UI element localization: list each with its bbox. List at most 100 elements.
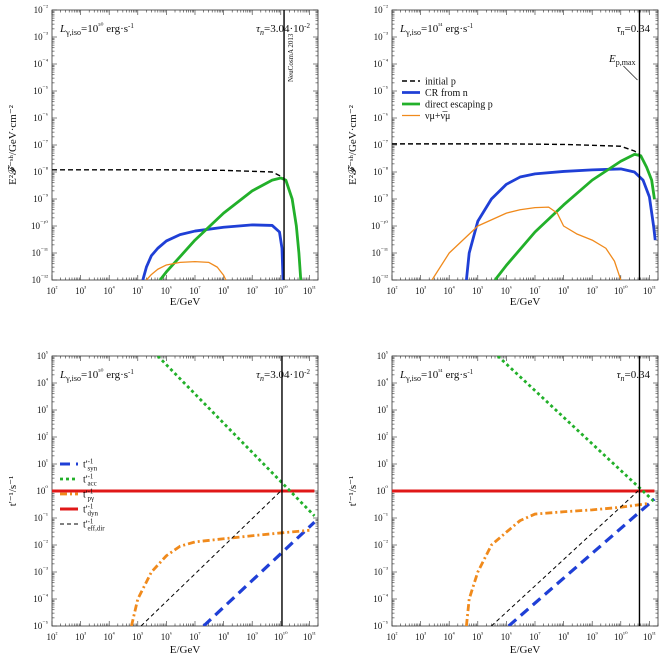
y-tick-label: 10³ [377, 404, 388, 415]
chart-panel-bottom-left: 10² 10³ 10⁴ 10⁵ 10⁶ 10⁷ 10⁸ 10⁹ 10¹⁰ 10¹¹ 10⁻⁵ 10⁻⁴… [7, 350, 319, 656]
legend-label-t-dyn: t'-1 dyn [83, 503, 98, 518]
x-tick-label: 10⁹ [587, 285, 599, 296]
x-tick-label: 10² [47, 285, 58, 296]
y-tick-label: 10⁻⁵ [33, 85, 48, 96]
x-axis-title: E/GeV [170, 296, 201, 308]
y-tick-label: 10⁻¹ [374, 512, 388, 523]
series-line-t-eff [140, 490, 282, 626]
y-tick-label: 10⁻⁷ [33, 139, 48, 150]
x-tick-label: 10⁷ [529, 631, 540, 642]
series-line-direct-escaping-p [158, 176, 303, 280]
legend-label-t-acc: t'-1 acc [83, 473, 97, 488]
x-tick-label: 10¹⁰ [614, 631, 628, 642]
tau-annotation: τn=0.34 [617, 369, 651, 383]
x-tick-label: 10⁵ [472, 631, 483, 642]
x-axis-title: E/GeV [170, 644, 201, 656]
y-tick-label: 10¹ [37, 458, 48, 469]
y-tick-label: 10³ [37, 404, 48, 415]
tau-annotation: τn=3.04·10-2 [256, 368, 310, 383]
x-tick-label: 10¹¹ [643, 631, 656, 642]
y-tick-label: 10⁻³ [34, 566, 48, 577]
legend-label-t-syn: t'-1 syn [83, 458, 98, 473]
y-tick-label: 10⁻² [374, 539, 388, 550]
y-tick-label: 10⁴ [377, 377, 389, 388]
x-tick-label: 10⁴ [444, 285, 456, 296]
x-tick-label: 10⁶ [501, 285, 512, 296]
series-line-initial-p [392, 143, 656, 200]
plot-frame [51, 9, 319, 281]
x-tick-label: 10⁹ [247, 285, 259, 296]
vertical-line-label: Ep,max [608, 53, 636, 67]
y-tick-label: 10⁻⁵ [33, 620, 48, 631]
x-tick-label: 10⁸ [218, 285, 230, 296]
y-tick-label: 10⁻⁸ [33, 166, 48, 177]
luminosity-annotation: Lγ,iso=10⁵¹ erg·s-1 [399, 22, 474, 37]
x-tick-label: 10³ [415, 631, 426, 642]
series-line-cr-from-n [141, 223, 285, 280]
series-line-t-pgamma [465, 501, 650, 626]
y-tick-label: 10⁻⁶ [373, 112, 388, 123]
x-tick-label: 10⁵ [132, 631, 143, 642]
y-tick-label: 10² [37, 431, 48, 442]
y-axis-title: E²𝓕⁻ˢʰ/GeV·cm⁻² [7, 104, 19, 185]
x-tick-label: 10¹¹ [643, 285, 656, 296]
series-group [392, 356, 656, 626]
y-tick-label: 10⁻⁷ [373, 139, 388, 150]
y-tick-label: 10⁵ [37, 350, 48, 361]
y-tick-label: 10⁵ [377, 350, 388, 361]
series-line-direct-escaping-p [493, 152, 656, 280]
y-tick-label: 10⁻³ [34, 31, 48, 42]
x-tick-label: 10¹¹ [303, 631, 316, 642]
legend-label-t-pgamma: t'-1 pγ [83, 488, 94, 503]
legend-label-cr-from-n: CR from n [425, 88, 468, 99]
y-tick-label: 10⁻¹ [34, 512, 48, 523]
legend-label-neutrino: νμ+ν̅μ [425, 111, 450, 122]
y-tick-label: 10² [377, 431, 388, 442]
x-tick-label: 10² [47, 631, 58, 642]
y-tick-label: 10⁻¹² [32, 274, 48, 285]
x-tick-label: 10⁸ [558, 631, 570, 642]
legend-label-initial-p: initial p [425, 77, 456, 88]
series-line-t-syn [202, 521, 316, 626]
x-tick-label: 10⁶ [161, 631, 172, 642]
y-tick-label: 10⁻⁴ [373, 58, 388, 69]
y-tick-label: 10⁰ [36, 485, 48, 496]
plot-frame [391, 9, 659, 281]
x-tick-label: 10⁴ [104, 631, 116, 642]
x-tick-label: 10⁴ [104, 285, 116, 296]
x-tick-label: 10¹¹ [303, 285, 316, 296]
x-tick-label: 10² [387, 631, 398, 642]
x-axis-title: E/GeV [510, 296, 541, 308]
tau-annotation: τn=3.04·10-2 [256, 22, 310, 37]
series-group [52, 169, 303, 280]
x-tick-label: 10³ [75, 631, 86, 642]
x-tick-label: 10¹⁰ [274, 631, 288, 642]
x-tick-label: 10⁹ [587, 631, 599, 642]
x-tick-label: 10⁸ [558, 285, 570, 296]
y-tick-label: 10⁻¹¹ [372, 247, 388, 258]
x-tick-label: 10¹⁰ [614, 285, 628, 296]
series-line-neutrino [431, 206, 622, 280]
x-tick-label: 10⁷ [189, 285, 200, 296]
series-line-t-pgamma [130, 528, 310, 626]
x-tick-label: 10⁷ [189, 631, 200, 642]
x-tick-label: 10⁸ [218, 631, 230, 642]
y-tick-label: 10⁻³ [374, 566, 388, 577]
series-line-cr-from-n [465, 167, 657, 280]
luminosity-annotation: Lγ,iso=10⁵¹ erg·s-1 [399, 368, 474, 383]
y-tick-label: 10⁻⁴ [373, 593, 388, 604]
y-tick-label: 10⁰ [376, 485, 388, 496]
y-tick-label: 10⁻² [374, 4, 388, 15]
x-tick-label: 10¹⁰ [274, 285, 288, 296]
y-tick-label: 10⁻⁹ [373, 193, 388, 204]
y-tick-label: 10⁻² [34, 539, 48, 550]
x-axis-title: E/GeV [510, 644, 541, 656]
chart-panel-top-right: 10² 10³ 10⁴ 10⁵ 10⁶ 10⁷ 10⁸ 10⁹ 10¹⁰ 10¹¹ 10⁻¹² 10⁻… [347, 4, 659, 308]
y-tick-label: 10⁻⁴ [33, 593, 48, 604]
y-tick-label: 10⁻⁵ [373, 85, 388, 96]
series-group [392, 143, 657, 280]
y-tick-label: 10⁻³ [374, 31, 388, 42]
y-axis-title: t'⁻¹/s⁻¹ [347, 476, 359, 507]
